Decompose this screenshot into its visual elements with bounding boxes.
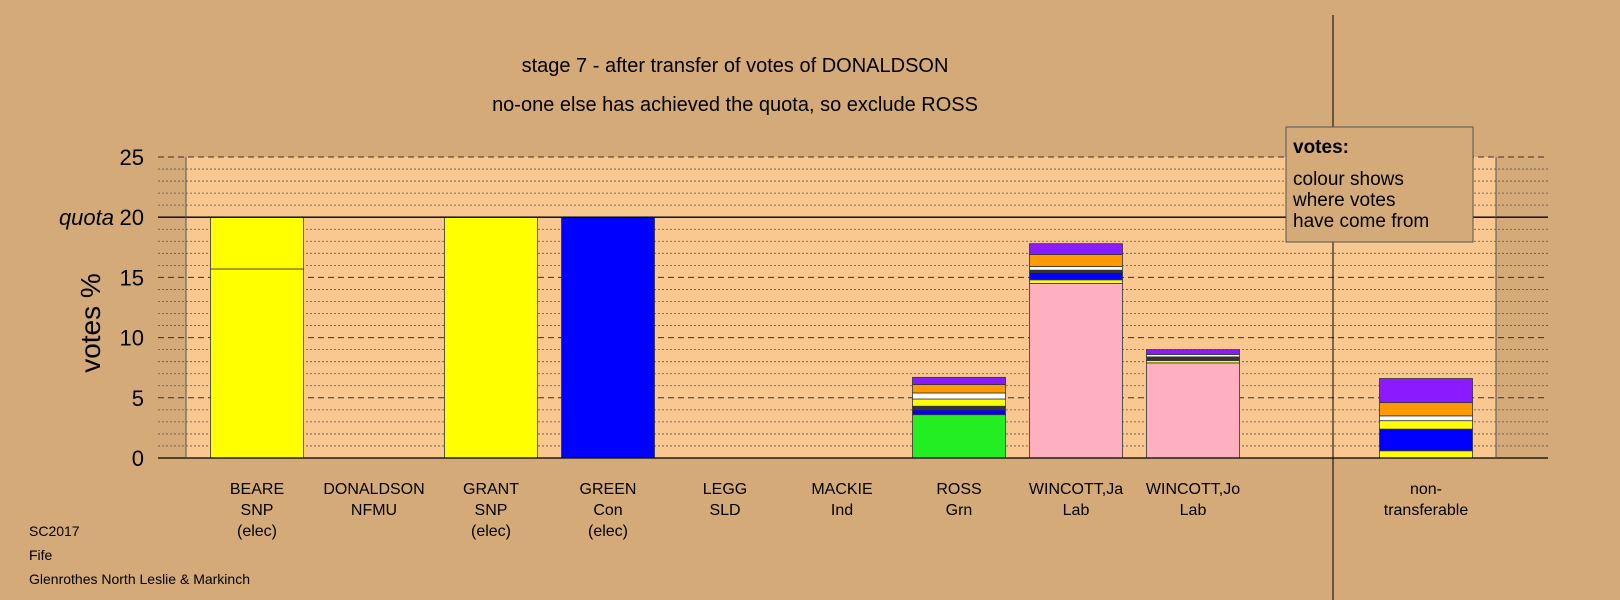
non-transferable-label: non-	[1410, 481, 1442, 498]
y-tick-label: 15	[120, 265, 144, 290]
non-transferable-segment	[1379, 402, 1473, 417]
bar-segment	[561, 216, 655, 459]
candidate-label: SNP	[475, 502, 508, 519]
candidate-label: ROSS	[936, 481, 981, 498]
candidate-label: (elec)	[471, 523, 511, 540]
legend-text: colour shows	[1293, 169, 1404, 190]
bars	[210, 216, 1473, 459]
y-tick-label: 20	[120, 205, 144, 230]
candidate-label: MACKIE	[811, 481, 872, 498]
y-tick-label: 5	[132, 386, 144, 411]
y-tick-label: 0	[132, 446, 144, 471]
quota-label: quota	[59, 205, 114, 230]
election-code: SC2017	[29, 523, 80, 539]
non-transferable-segment	[1379, 378, 1473, 404]
candidate-label: Lab	[1180, 502, 1207, 519]
candidate-label: SNP	[241, 502, 274, 519]
candidate-labels: BEARE SNP (elec) DONALDSON NFMU GRANT SNP (elec…	[230, 481, 1468, 540]
legend-title: votes:	[1293, 137, 1349, 158]
bar-segment	[444, 216, 538, 459]
bar-segment	[1029, 243, 1123, 255]
candidate-label: DONALDSON	[323, 481, 424, 498]
candidate-label: Ind	[831, 502, 853, 519]
bar-segment	[1146, 349, 1240, 355]
candidate-label: GRANT	[463, 481, 519, 498]
candidate-label: NFMU	[351, 502, 397, 519]
bar-segment	[1029, 272, 1123, 281]
y-axis-label: votes %	[75, 273, 106, 373]
candidate-label: Grn	[946, 502, 973, 519]
bar-segment	[1029, 283, 1123, 459]
bar-segment	[912, 376, 1006, 385]
bar-segment	[912, 392, 1006, 400]
candidate-label: WINCOTT,Jo	[1146, 481, 1240, 498]
bar-segment	[912, 405, 1006, 411]
bar-segment	[1029, 254, 1123, 267]
bar-segment	[210, 216, 304, 270]
bar-segment	[1146, 356, 1240, 361]
candidate-label: Lab	[1063, 502, 1090, 519]
bar-segment	[1029, 279, 1123, 284]
grid	[158, 156, 1548, 447]
candidate-label: GREEN	[580, 481, 637, 498]
non-transferable-label: transferable	[1384, 502, 1469, 519]
bar-segment	[1029, 266, 1123, 271]
plot-area	[186, 157, 1496, 458]
candidate-label: BEARE	[230, 481, 284, 498]
candidate-label: (elec)	[588, 523, 628, 540]
legend-text: where votes	[1292, 190, 1395, 211]
non-transferable-segment	[1379, 415, 1473, 422]
legend-text: have come from	[1293, 211, 1429, 232]
council-name: Fife	[29, 547, 53, 563]
bar-segment	[912, 384, 1006, 394]
bar-segment	[912, 414, 1006, 459]
non-transferable-segment	[1379, 420, 1473, 430]
y-tick-label: 25	[120, 145, 144, 170]
non-transferable-segment	[1379, 428, 1473, 452]
non-transferable-segment	[1379, 450, 1473, 459]
bar-segment	[1146, 362, 1240, 459]
candidate-label: Con	[593, 502, 622, 519]
bar-segment	[210, 268, 304, 459]
candidate-label: WINCOTT,Ja	[1029, 481, 1123, 498]
legend-box	[1285, 126, 1474, 243]
y-tick-label: 10	[120, 326, 144, 351]
ward-name: Glenrothes North Leslie & Markinch	[29, 571, 250, 587]
chart-title: stage 7 - after transfer of votes of DON…	[522, 55, 949, 77]
candidate-label: SLD	[709, 502, 740, 519]
candidate-label: LEGG	[703, 481, 747, 498]
bar-segment	[912, 398, 1006, 407]
chart-subtitle: no-one else has achieved the quota, so e…	[492, 94, 978, 116]
candidate-label: (elec)	[237, 523, 277, 540]
bar-segment	[912, 409, 1006, 416]
